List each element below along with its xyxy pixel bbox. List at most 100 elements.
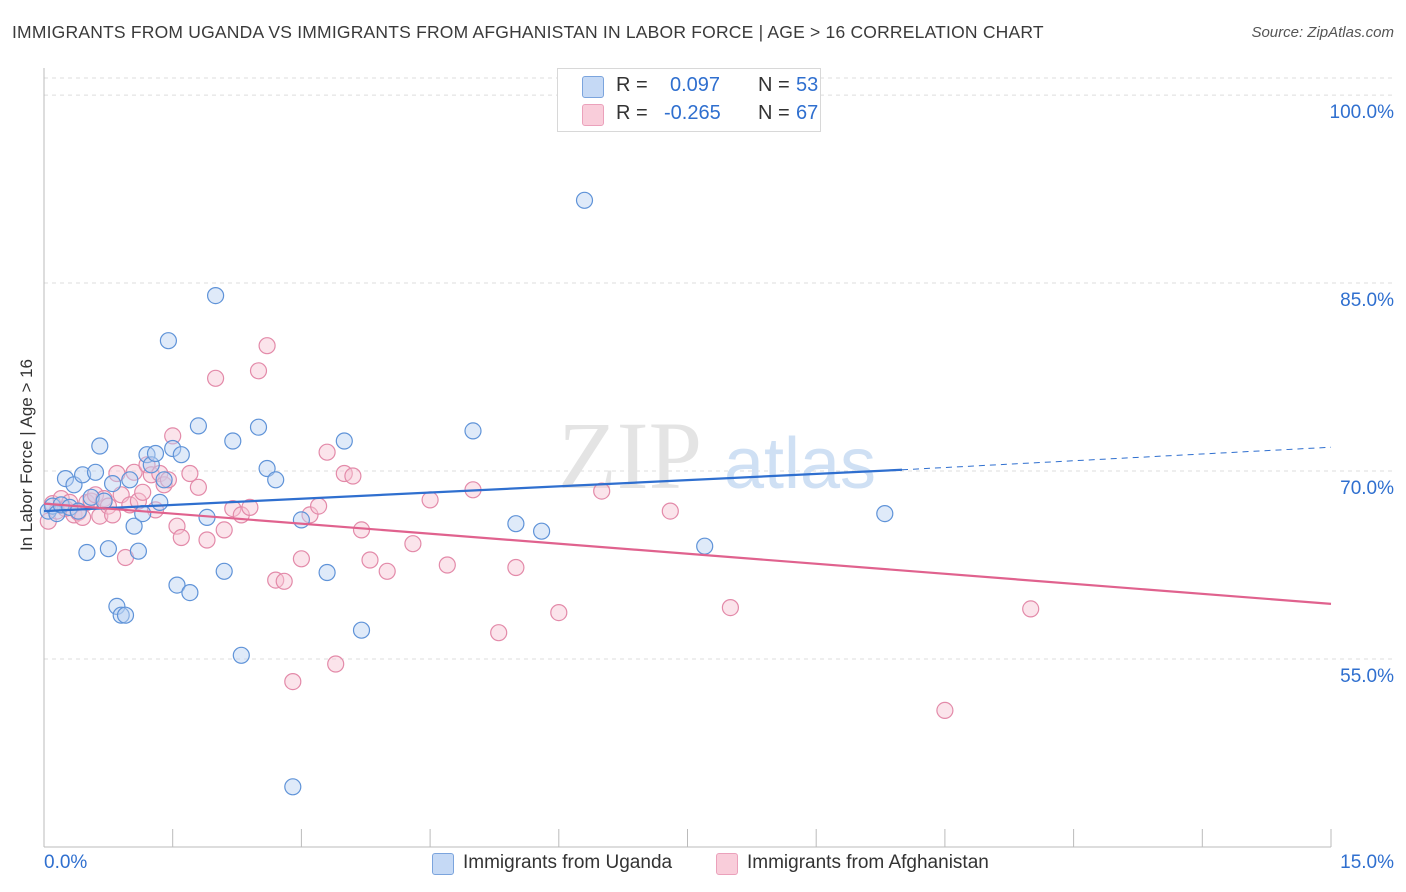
uganda-point — [61, 498, 79, 516]
afghanistan-point — [301, 506, 319, 524]
afghanistan-point — [164, 427, 182, 445]
afghanistan-n-label: N = — [758, 102, 790, 124]
uganda-point — [284, 778, 302, 796]
uganda-point — [258, 459, 276, 478]
afghanistan-point — [215, 521, 233, 539]
afghanistan-point — [1022, 600, 1040, 618]
uganda-point — [112, 606, 130, 624]
uganda-point — [267, 471, 285, 489]
gridlines — [44, 77, 1394, 660]
uganda-point — [575, 191, 594, 209]
afghanistan-point — [292, 550, 310, 568]
afghanistan-point — [361, 551, 379, 569]
uganda-point — [121, 471, 139, 489]
uganda-point — [116, 606, 135, 624]
uganda-point — [99, 540, 118, 558]
uganda-point — [232, 646, 250, 664]
uganda-point — [207, 287, 225, 305]
uganda-point — [142, 456, 160, 474]
source-credit[interactable]: Source: ZipAtlas.com — [1251, 24, 1394, 41]
uganda-point — [224, 432, 242, 450]
uganda-point — [292, 511, 310, 529]
uganda-point — [86, 463, 105, 481]
afghanistan-trend-line — [43, 502, 1332, 605]
afghanistan-point — [404, 535, 422, 553]
uganda-trend-extension — [901, 446, 1332, 471]
uganda-point — [249, 418, 268, 436]
uganda-point — [318, 563, 336, 582]
afghanistan-point — [936, 701, 954, 720]
uganda-point — [352, 621, 371, 639]
correlation-legend: R = 0.097 N = 53 R = -0.265 N = 67 — [557, 68, 821, 132]
y-tick-label: 85.0% — [1340, 290, 1394, 312]
uganda-point — [103, 475, 122, 493]
uganda-n-label: N = — [758, 74, 790, 96]
x-tick-label-min: 0.0% — [44, 852, 88, 873]
afghanistan-point — [421, 491, 439, 509]
afghanistan-point — [207, 369, 225, 387]
afghanistan-point — [249, 362, 268, 380]
afghanistan-point — [661, 502, 679, 520]
uganda-legend-label: Immigrants from Uganda — [463, 852, 673, 873]
afghanistan-point — [284, 672, 302, 691]
uganda-point — [507, 515, 525, 533]
afghanistan-r-value: -0.265 — [664, 102, 721, 124]
afghanistan-point — [550, 603, 568, 622]
uganda-point — [215, 562, 233, 580]
uganda-r-value: 0.097 — [670, 74, 721, 96]
uganda-point — [335, 432, 353, 450]
afghanistan-point — [593, 482, 611, 500]
uganda-point — [164, 439, 182, 458]
uganda-point — [78, 543, 96, 562]
y-tick-label: 100.0% — [1329, 102, 1394, 124]
uganda-point — [129, 542, 147, 560]
y-tick-label: 55.0% — [1340, 666, 1394, 688]
uganda-point — [95, 492, 113, 510]
afghanistan-point — [275, 572, 293, 590]
uganda-point — [125, 517, 143, 535]
chart-title: IMMIGRANTS FROM UGANDA VS IMMIGRANTS FRO… — [12, 22, 1044, 42]
uganda-point — [464, 422, 482, 440]
uganda-point — [532, 522, 551, 540]
afghanistan-point — [189, 478, 207, 496]
uganda-point — [146, 444, 165, 463]
uganda-point — [82, 488, 100, 506]
series-uganda-points — [39, 191, 894, 796]
afghanistan-legend-label: Immigrants from Afghanistan — [747, 852, 989, 873]
afghanistan-point — [721, 598, 740, 617]
afghanistan-r-label: R = — [616, 102, 648, 124]
trend-lines — [43, 446, 1332, 605]
afghanistan-point — [198, 531, 216, 549]
uganda-point — [56, 470, 75, 488]
afghanistan-point — [159, 471, 177, 489]
uganda-point — [876, 504, 894, 523]
afghanistan-point — [507, 558, 525, 577]
afghanistan-point — [490, 624, 508, 642]
uganda-point — [159, 332, 177, 350]
afghanistan-point — [310, 497, 328, 515]
afghanistan-point — [172, 528, 190, 547]
uganda-point — [108, 597, 126, 616]
afghanistan-swatch — [582, 104, 604, 126]
afghanistan-point — [241, 498, 259, 516]
afghanistan-legend-swatch — [716, 853, 738, 875]
watermark-atlas: atlas — [724, 424, 876, 504]
uganda-point — [155, 471, 173, 489]
uganda-trend-line — [43, 468, 903, 513]
y-tick-label: 70.0% — [1340, 478, 1394, 500]
afghanistan-point — [318, 443, 336, 461]
uganda-point — [172, 446, 190, 464]
uganda-point — [73, 466, 92, 484]
afghanistan-point — [168, 517, 186, 535]
y-axis-label: In Labor Force | Age > 16 — [17, 358, 36, 552]
afghanistan-point — [352, 521, 371, 539]
axes — [43, 68, 1332, 848]
afghanistan-n-value: 67 — [796, 102, 819, 124]
uganda-swatch — [582, 76, 604, 98]
x-tick-label-max: 15.0% — [1340, 852, 1394, 873]
afghanistan-point — [327, 655, 345, 673]
uganda-point — [134, 504, 152, 523]
afghanistan-point — [224, 500, 242, 518]
afghanistan-point — [258, 337, 276, 355]
